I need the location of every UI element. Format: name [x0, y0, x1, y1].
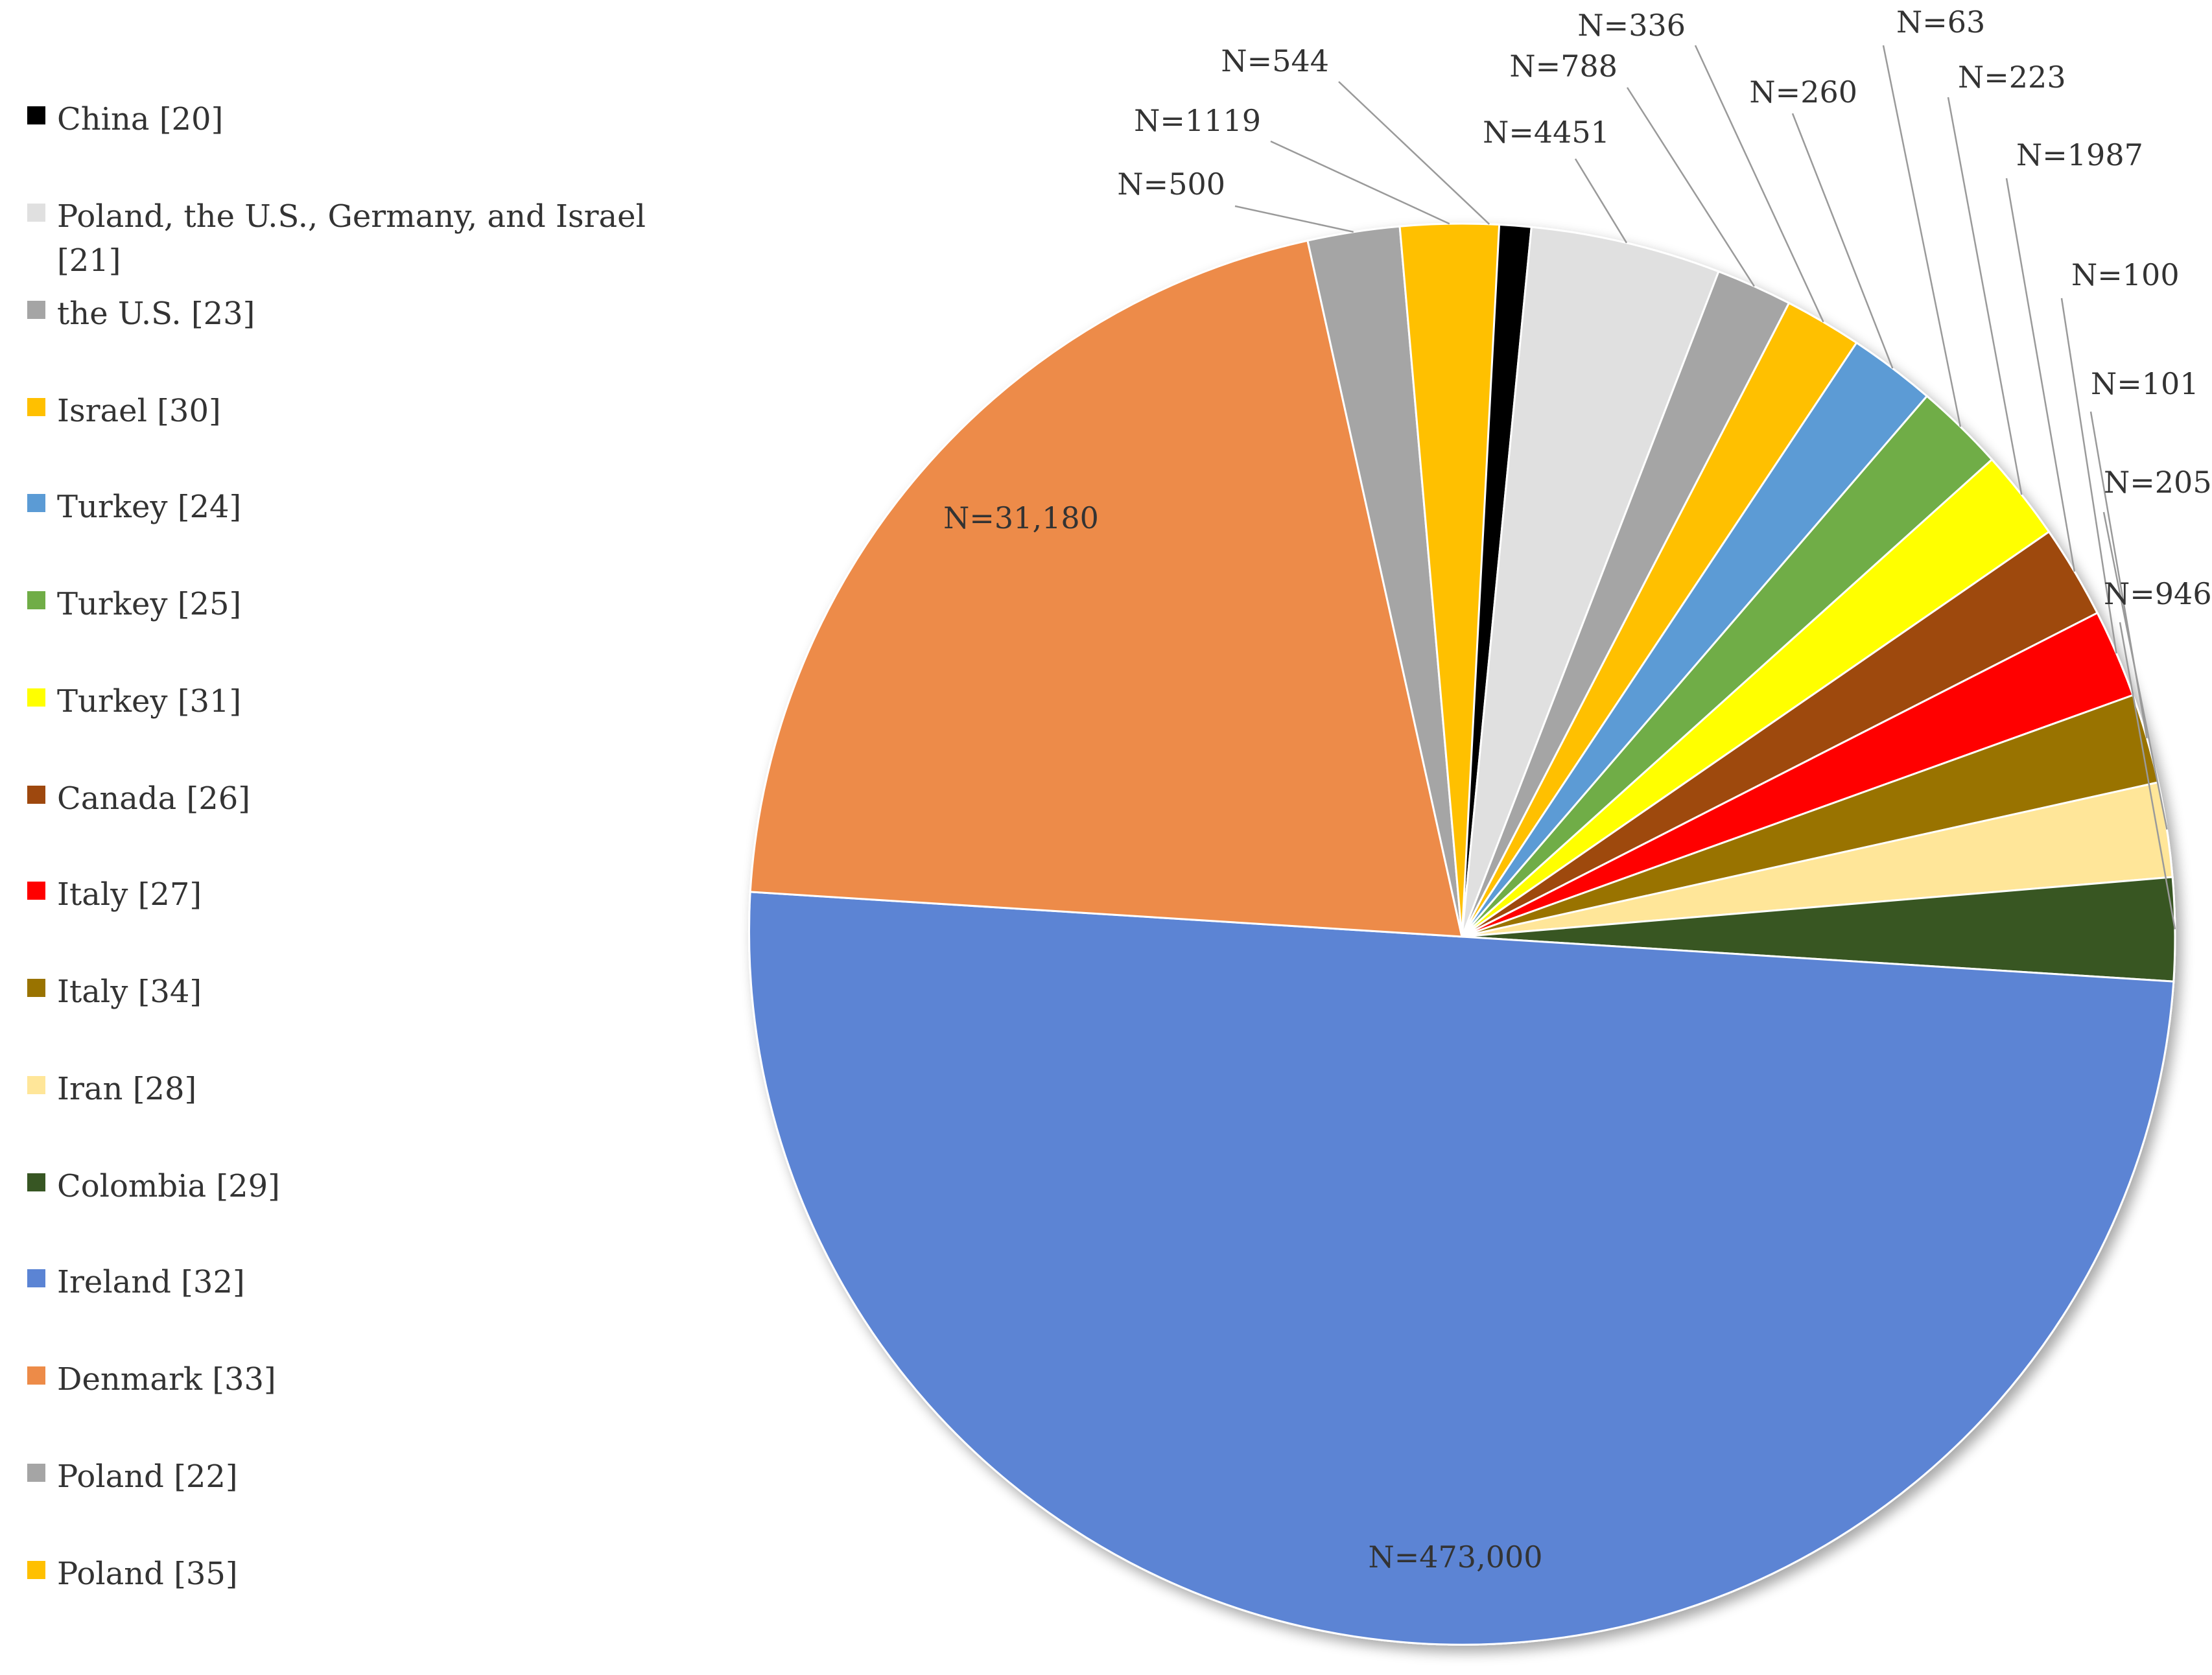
data-label: N=1987: [2016, 137, 2143, 172]
leader-line: [2005, 178, 2076, 572]
legend-swatch: [27, 979, 45, 997]
legend-swatch: [27, 1269, 45, 1287]
legend-swatch: [27, 591, 45, 609]
leader-line: [1338, 81, 1490, 225]
legend-swatch: [27, 494, 45, 512]
pie-slice: [748, 891, 2175, 1646]
legend-swatch: [27, 204, 45, 222]
pie-slices: [748, 222, 2176, 1646]
data-label: N=788: [1509, 49, 1618, 84]
pie-slice: [1461, 226, 1720, 937]
pie-slice: [749, 239, 1463, 938]
legend-label: Turkey [31]: [57, 683, 242, 720]
legend-item: Poland [35]: [27, 1552, 238, 1596]
leader-line: [1234, 205, 1354, 233]
legend-item: Denmark [33]: [27, 1357, 276, 1401]
legend-item: China [20]: [27, 97, 223, 141]
leader-line: [2119, 622, 2176, 930]
legend-label: Poland [22]: [57, 1458, 238, 1495]
legend-item: Turkey [31]: [27, 679, 241, 723]
legend-item: Italy [34]: [27, 970, 202, 1014]
data-labels: N=544 N=4451 N=788 N=336 N=260 N=63 N=223 N=198…: [943, 5, 2211, 1575]
legend-label: Canada [26]: [57, 780, 251, 817]
leader-lines: [1234, 45, 2176, 930]
data-label: N=101: [2091, 366, 2199, 401]
data-label: N=336: [1577, 8, 1686, 43]
legend-item: Poland [22]: [27, 1455, 238, 1499]
data-label: N=31,180: [943, 500, 1099, 535]
data-label: N=500: [1117, 167, 1225, 202]
legend-item: Turkey [25]: [27, 582, 241, 626]
data-label: N=544: [1221, 43, 1329, 78]
legend-swatch: [27, 786, 45, 804]
data-label: N=1119: [1134, 103, 1261, 138]
leader-line: [1947, 97, 2023, 495]
legend-label: Iran [28]: [57, 1071, 197, 1107]
legend-item: Ireland [32]: [27, 1260, 245, 1304]
legend-label: Denmark [33]: [57, 1361, 276, 1398]
data-label: N=260: [1749, 75, 1857, 110]
legend-swatch: [27, 398, 45, 416]
data-label: N=63: [1896, 5, 1985, 40]
legend-item: Italy [27]: [27, 873, 202, 917]
legend-item: the U.S. [23]: [27, 292, 255, 336]
legend-swatch: [27, 106, 45, 124]
legend-label: Poland, the U.S., Germany, and Israel [2…: [57, 198, 646, 279]
legend-label: Italy [34]: [57, 974, 202, 1010]
legend-label: Turkey [24]: [57, 489, 242, 525]
legend-label: Colombia [29]: [57, 1168, 280, 1204]
legend-item: Turkey [24]: [27, 485, 241, 529]
legend-swatch: [27, 1366, 45, 1385]
legend-label: Ireland [32]: [57, 1264, 245, 1300]
leader-line: [1882, 45, 1962, 427]
data-label: N=223: [1958, 60, 2066, 95]
data-label: N=100: [2071, 257, 2180, 292]
legend-label: the U.S. [23]: [57, 296, 255, 332]
legend-label: Turkey [25]: [57, 586, 242, 622]
legend-item: Colombia [29]: [27, 1164, 280, 1208]
legend-label: China [20]: [57, 101, 224, 137]
legend-label: Poland [35]: [57, 1556, 238, 1592]
legend-swatch: [27, 882, 45, 900]
leader-line: [1694, 45, 1824, 323]
legend-swatch: [27, 688, 45, 707]
leader-line: [1270, 140, 1450, 225]
legend-label: Italy [27]: [57, 876, 202, 913]
data-label: N=205: [2104, 465, 2212, 500]
data-label: N=473,000: [1368, 1540, 1542, 1575]
legend-item: Israel [30]: [27, 389, 221, 433]
leader-line: [1626, 87, 1755, 287]
legend-item: Canada [26]: [27, 777, 250, 821]
legend-swatch: [27, 1464, 45, 1482]
leader-line: [2102, 511, 2168, 830]
leader-line: [2060, 298, 2117, 654]
legend-item: Poland, the U.S., Germany, and Israel [2…: [27, 194, 663, 283]
legend-swatch: [27, 1076, 45, 1094]
legend-label: Israel [30]: [57, 393, 221, 429]
leader-line: [1574, 158, 1628, 244]
leader-line: [1791, 113, 1894, 369]
legend-swatch: [27, 1561, 45, 1579]
legend-swatch: [27, 1173, 45, 1191]
data-label: N=4451: [1483, 115, 1610, 150]
data-label: N=946: [2104, 576, 2212, 611]
legend-item: Iran [28]: [27, 1067, 196, 1111]
legend-swatch: [27, 301, 45, 319]
